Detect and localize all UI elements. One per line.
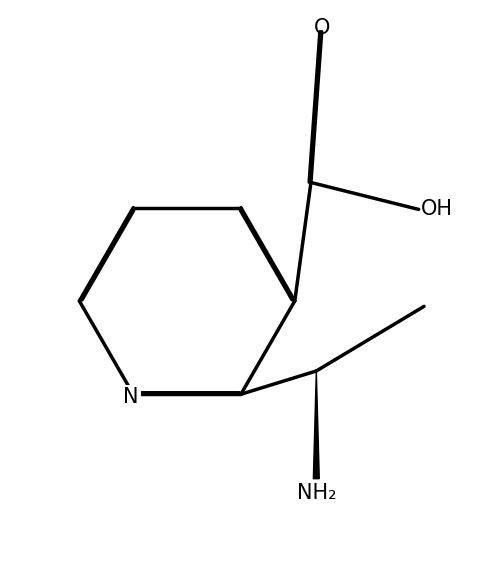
Polygon shape — [313, 371, 319, 479]
Text: O: O — [314, 19, 330, 39]
Text: NH₂: NH₂ — [296, 483, 336, 503]
Text: OH: OH — [421, 199, 453, 219]
Text: N: N — [124, 388, 139, 407]
